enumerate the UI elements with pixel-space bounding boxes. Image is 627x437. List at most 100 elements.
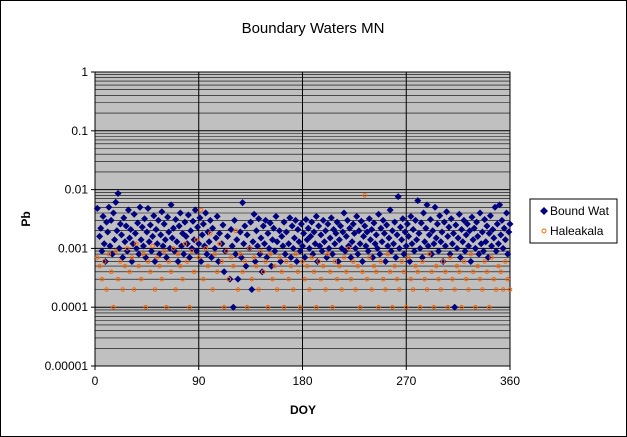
data-point-bound-wat [278, 232, 286, 240]
data-point-haleakala [247, 246, 252, 251]
data-point-haleakala [178, 263, 183, 269]
data-point-haleakala [420, 259, 425, 264]
data-point-bound-wat [234, 275, 242, 283]
data-point-haleakala [277, 255, 282, 260]
data-point-bound-wat [161, 236, 169, 244]
data-point-haleakala [113, 248, 119, 254]
data-point-haleakala [196, 255, 202, 260]
data-point-bound-wat [492, 247, 500, 255]
data-point-haleakala [334, 276, 340, 282]
data-point-haleakala [295, 269, 301, 275]
data-point-bound-wat [93, 204, 101, 212]
data-point-bound-wat [243, 231, 251, 239]
data-point-haleakala [300, 259, 305, 264]
data-point-bound-wat [463, 220, 471, 228]
data-point-bound-wat [373, 244, 381, 252]
data-point-haleakala [406, 255, 411, 260]
data-point-bound-wat [440, 218, 448, 226]
data-point-haleakala [274, 287, 280, 292]
data-point-haleakala [468, 251, 474, 257]
data-point-haleakala [427, 251, 432, 257]
data-point-bound-wat [141, 215, 149, 223]
data-point-bound-wat [154, 216, 162, 224]
data-point-bound-wat [184, 211, 192, 219]
data-point-haleakala [157, 263, 162, 269]
data-point-bound-wat [506, 220, 514, 228]
data-point-bound-wat [138, 223, 146, 231]
data-point-haleakala [284, 259, 289, 264]
data-point-bound-wat [129, 240, 137, 248]
data-point-bound-wat [343, 216, 351, 224]
legend-marker-bound-wat [540, 207, 548, 215]
data-point-haleakala [207, 231, 213, 236]
data-point-haleakala [118, 259, 123, 264]
data-point-haleakala [503, 259, 508, 264]
data-point-bound-wat [164, 213, 172, 221]
data-point-haleakala [408, 276, 414, 282]
data-point-bound-wat [437, 238, 445, 246]
data-point-bound-wat [435, 247, 443, 255]
data-point-bound-wat [247, 218, 255, 226]
data-point-haleakala [136, 263, 142, 269]
data-point-bound-wat [452, 221, 460, 229]
data-point-haleakala [431, 304, 437, 310]
data-point-haleakala [505, 276, 510, 282]
data-point-haleakala [429, 269, 434, 275]
data-point-haleakala [203, 246, 208, 251]
data-point-bound-wat [421, 238, 429, 246]
data-point-haleakala [440, 259, 446, 264]
data-point-bound-wat [324, 220, 332, 228]
data-point-haleakala [242, 259, 248, 264]
data-point-haleakala [493, 287, 499, 292]
data-point-bound-wat [369, 254, 377, 262]
data-point-bound-wat [211, 244, 219, 252]
data-points [93, 189, 514, 311]
data-point-bound-wat [383, 221, 391, 229]
data-point-bound-wat [174, 257, 182, 265]
data-point-haleakala [390, 304, 395, 310]
data-point-bound-wat [340, 209, 348, 217]
data-point-haleakala [168, 269, 174, 275]
data-point-bound-wat [230, 216, 238, 224]
data-point-bound-wat [408, 240, 416, 248]
data-point-haleakala [473, 304, 478, 310]
data-point-bound-wat [468, 213, 476, 221]
data-point-bound-wat [409, 225, 417, 233]
data-point-haleakala [251, 255, 257, 260]
data-point-bound-wat [355, 227, 363, 235]
data-point-haleakala [205, 263, 211, 269]
data-point-haleakala [433, 263, 439, 269]
data-point-bound-wat [491, 203, 499, 211]
data-point-bound-wat [459, 238, 467, 246]
data-point-bound-wat [144, 204, 152, 212]
data-point-haleakala [272, 263, 278, 269]
data-point-haleakala [307, 287, 312, 292]
data-point-bound-wat [137, 236, 145, 244]
data-point-haleakala [180, 276, 185, 282]
data-point-bound-wat [187, 227, 195, 235]
data-point-haleakala [463, 276, 469, 282]
data-point-haleakala [191, 269, 197, 275]
data-point-haleakala [226, 276, 232, 282]
data-point-haleakala [456, 269, 462, 275]
data-point-haleakala [500, 287, 506, 292]
data-point-bound-wat [292, 216, 300, 224]
x-tick-label: 180 [292, 374, 312, 388]
data-point-haleakala [279, 269, 285, 275]
legend: Bound Wat Haleakala [529, 198, 618, 244]
y-tick-label: 0.1 [71, 124, 88, 138]
data-point-bound-wat [158, 208, 166, 216]
data-point-bound-wat [473, 218, 481, 226]
x-tick-label: 360 [500, 374, 520, 388]
data-point-bound-wat [481, 216, 489, 224]
data-point-bound-wat [505, 228, 513, 236]
data-point-bound-wat [133, 244, 140, 252]
data-point-bound-wat [272, 212, 280, 220]
data-point-bound-wat [319, 216, 327, 224]
data-point-bound-wat [403, 220, 411, 228]
y-tick-label: 0.00001 [45, 359, 89, 373]
data-point-bound-wat [205, 238, 213, 246]
data-point-bound-wat [109, 209, 117, 217]
data-point-bound-wat [96, 232, 104, 240]
data-point-bound-wat [157, 231, 165, 239]
